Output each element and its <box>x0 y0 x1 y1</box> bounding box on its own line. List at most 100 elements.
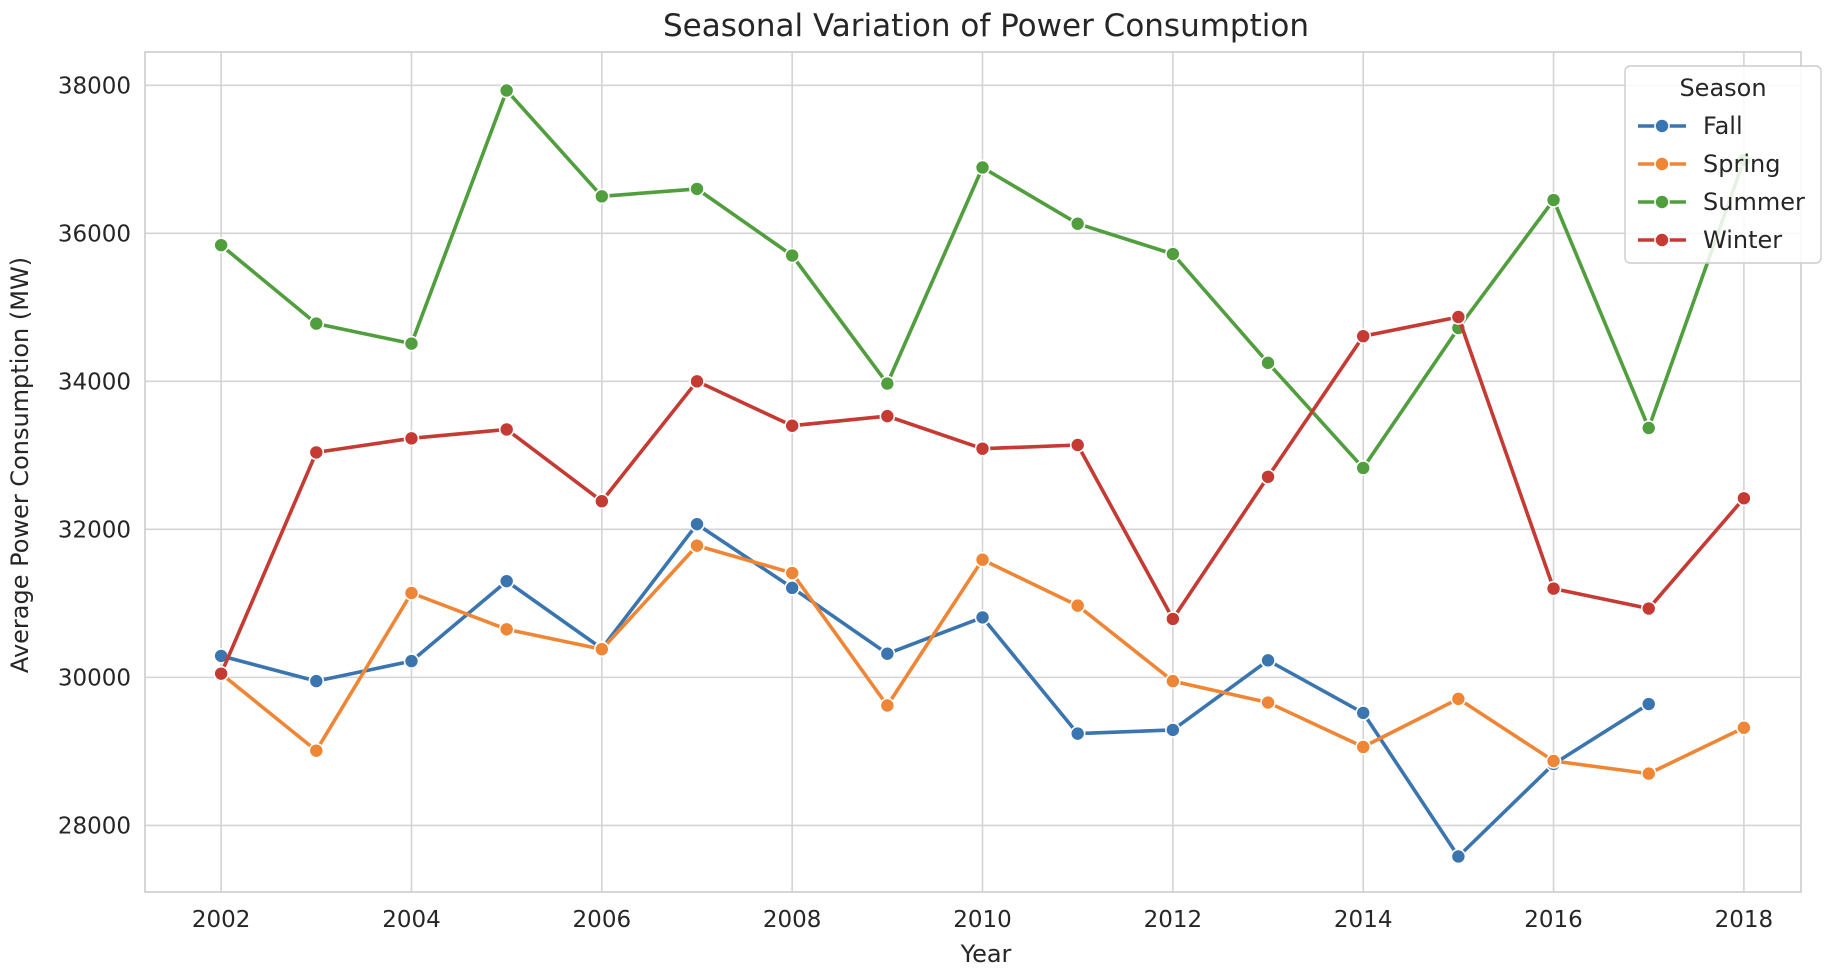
data-point-summer <box>594 188 610 205</box>
data-point-summer <box>403 335 420 352</box>
data-point-summer <box>1165 246 1181 262</box>
data-point-winter <box>974 440 991 457</box>
data-point-winter <box>498 421 515 438</box>
legend-items: Fall Spring Summer Winter <box>1638 112 1805 254</box>
series-spring <box>213 537 1752 782</box>
y-axis-label: Average Power Consumption (MW) <box>6 257 34 673</box>
data-point-spring <box>784 565 800 581</box>
data-point-winter <box>784 417 800 434</box>
data-point-fall <box>974 609 991 626</box>
data-point-winter <box>1640 600 1657 617</box>
data-point-summer <box>879 375 896 392</box>
data-point-summer <box>1640 420 1657 436</box>
data-point-spring <box>403 585 420 601</box>
data-point-winter <box>1069 437 1086 453</box>
data-point-spring <box>1736 719 1752 736</box>
x-tick-label: 2016 <box>1524 907 1583 933</box>
legend-item-spring: Spring <box>1638 150 1780 178</box>
data-point-winter <box>1355 328 1372 344</box>
data-point-summer <box>1069 215 1086 232</box>
x-tick-label: 2010 <box>953 907 1012 933</box>
legend-box <box>1624 65 1822 264</box>
y-tick-label: 36000 <box>58 221 131 247</box>
plot-frame <box>144 51 1802 893</box>
legend-item-winter: Winter <box>1638 226 1782 254</box>
data-point-summer <box>1545 192 1562 208</box>
data-point-fall <box>879 645 896 662</box>
data-point-summer <box>689 181 705 197</box>
data-point-fall <box>1450 848 1467 865</box>
data-point-winter <box>308 444 325 461</box>
data-point-spring <box>1450 691 1467 707</box>
data-point-summer <box>308 315 325 332</box>
data-point-spring <box>1260 694 1276 711</box>
grid-layer <box>145 52 1801 892</box>
legend-label-fall: Fall <box>1703 112 1743 140</box>
legend-marker-spring <box>1654 156 1670 172</box>
x-axis-label: Year <box>960 940 1012 968</box>
series-layer <box>213 82 1752 865</box>
data-point-fall <box>1355 705 1372 721</box>
legend-label-spring: Spring <box>1703 150 1780 178</box>
data-point-spring <box>1069 597 1086 614</box>
data-point-fall <box>689 516 705 532</box>
data-point-fall <box>1165 722 1181 738</box>
data-point-spring <box>689 537 705 554</box>
legend-item-summer: Summer <box>1638 188 1805 216</box>
data-point-fall <box>784 580 800 596</box>
data-point-fall <box>1640 696 1657 712</box>
data-point-spring <box>1640 765 1657 782</box>
data-point-summer <box>213 237 229 253</box>
data-point-fall <box>403 653 420 669</box>
data-point-fall <box>1260 652 1276 669</box>
data-point-summer <box>784 247 800 264</box>
series-line-fall <box>219 522 1651 859</box>
data-point-spring <box>594 641 610 658</box>
series-summer <box>213 82 1752 476</box>
legend-item-fall: Fall <box>1638 112 1743 140</box>
x-tick-label: 2018 <box>1715 907 1774 933</box>
data-point-winter <box>1450 309 1467 325</box>
legend-marker-winter <box>1654 232 1670 248</box>
x-tick-label: 2002 <box>192 907 251 933</box>
series-winter <box>213 309 1752 682</box>
x-tick-label: 2004 <box>382 907 441 933</box>
y-tick-label: 38000 <box>58 73 131 99</box>
data-point-spring <box>1165 673 1181 689</box>
legend-marker-fall <box>1654 118 1670 134</box>
data-point-spring <box>308 742 325 759</box>
legend: Season Fall Spring Summer Winter <box>1624 65 1822 264</box>
data-point-winter <box>1260 469 1276 485</box>
data-point-fall <box>498 573 515 589</box>
data-point-spring <box>879 697 896 714</box>
data-point-spring <box>498 621 515 638</box>
x-tick-label: 2014 <box>1334 907 1393 933</box>
data-point-summer <box>498 82 515 99</box>
y-tick-label: 32000 <box>58 517 131 543</box>
x-tick-label: 2008 <box>763 907 822 933</box>
data-point-spring <box>974 551 991 568</box>
legend-label-summer: Summer <box>1703 188 1805 216</box>
data-point-summer <box>974 159 991 176</box>
chart-title: Seasonal Variation of Power Consumption <box>663 8 1309 44</box>
data-point-winter <box>689 373 705 390</box>
data-point-fall <box>308 673 325 689</box>
data-point-winter <box>1736 490 1752 507</box>
data-point-spring <box>1355 739 1372 755</box>
y-tick-label: 28000 <box>58 813 131 839</box>
data-point-winter <box>594 493 610 510</box>
data-point-winter <box>403 430 420 447</box>
legend-marker-summer <box>1654 194 1670 210</box>
data-point-winter <box>879 408 896 424</box>
legend-label-winter: Winter <box>1703 226 1782 254</box>
data-point-winter <box>1545 580 1562 597</box>
tick-layer: 2002 2004 2006 2008 2010 2012 2014 2016 2018 2800… <box>58 73 1773 933</box>
data-point-winter <box>213 665 229 682</box>
data-point-spring <box>1545 753 1562 769</box>
y-tick-label: 30000 <box>58 665 131 691</box>
x-tick-label: 2012 <box>1144 907 1203 933</box>
y-tick-label: 34000 <box>58 369 131 395</box>
legend-title: Season <box>1679 74 1766 102</box>
data-point-winter <box>1165 611 1181 627</box>
